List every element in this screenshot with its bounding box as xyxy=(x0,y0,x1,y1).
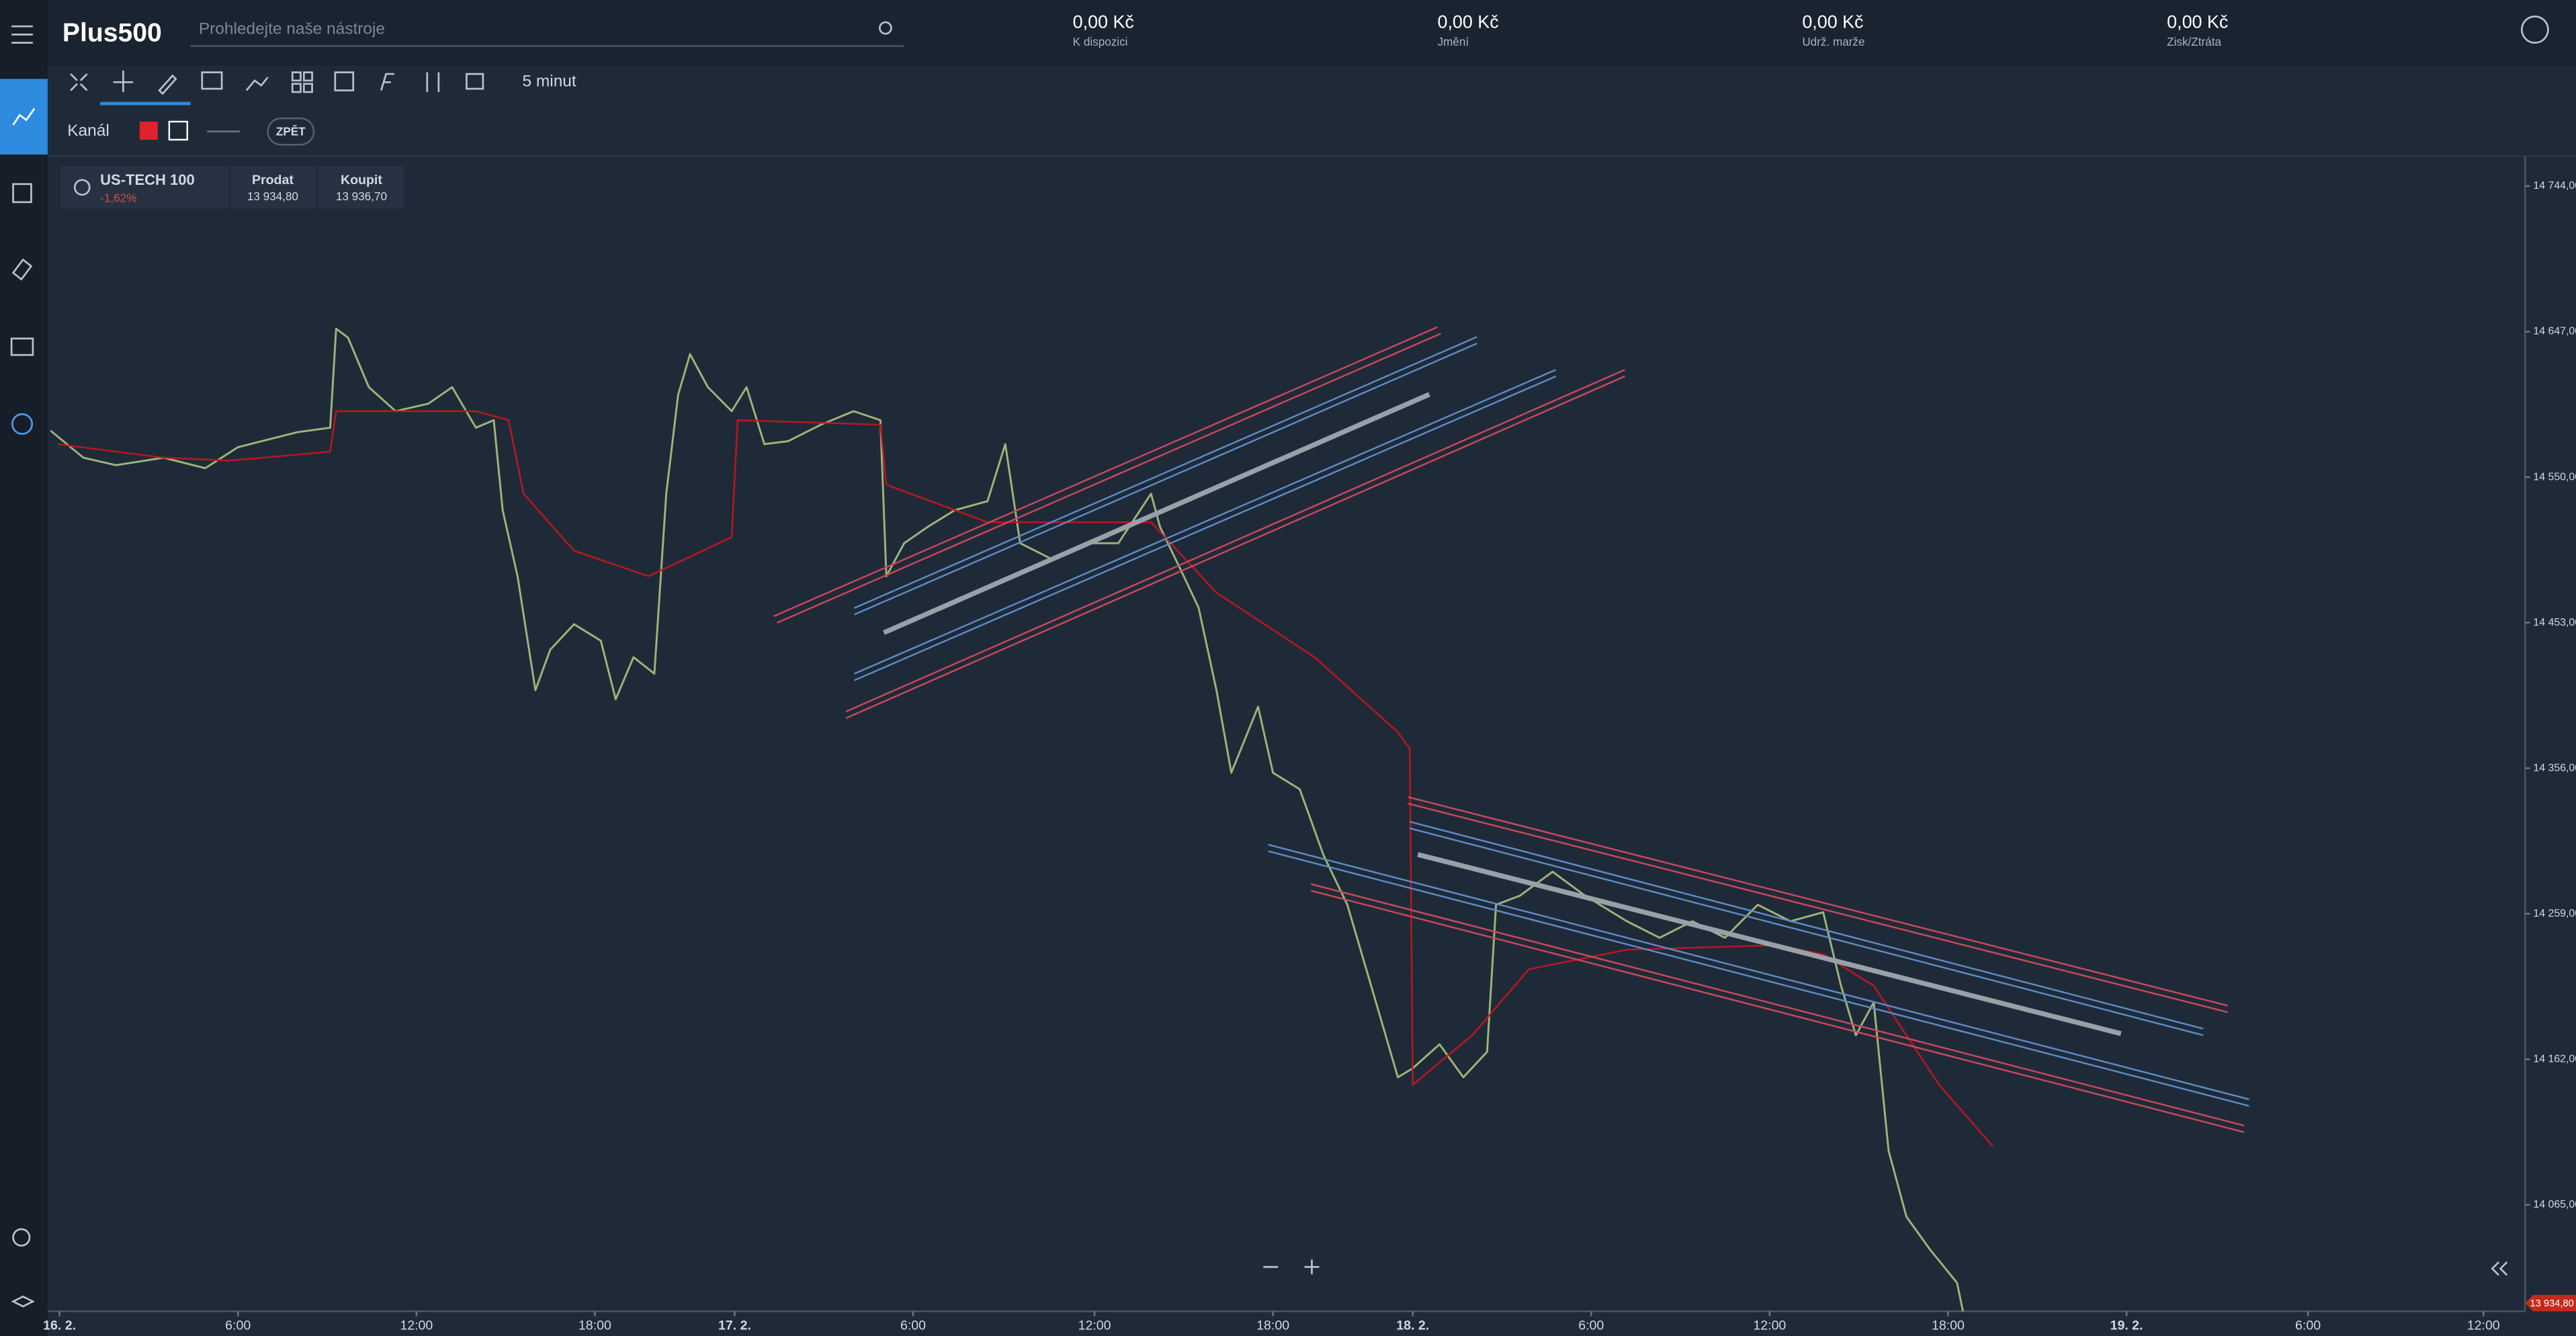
y-tick-label: 14 259,00 xyxy=(2533,908,2576,919)
x-tick-label: 16. 2. xyxy=(43,1318,76,1333)
stat-label: Jmění xyxy=(1438,36,1469,48)
undo-label[interactable]: ZPĚT xyxy=(276,125,306,138)
series-line xyxy=(50,327,1965,1312)
stat-label: K dispozici xyxy=(1073,36,1128,48)
x-tick-label: 12:00 xyxy=(400,1318,433,1333)
stat-value: 0,00 Kč xyxy=(2167,11,2228,32)
y-tick-label: 14 647,00 xyxy=(2533,326,2576,337)
y-tick-label: 14 356,00 xyxy=(2533,762,2576,774)
channel-drawings[interactable] xyxy=(773,326,2249,1133)
x-tick-label: 6:00 xyxy=(2295,1318,2321,1333)
account-icon[interactable] xyxy=(2520,15,2549,44)
drawing-tool-select[interactable]: Kanál xyxy=(67,122,110,140)
top-bar xyxy=(0,0,2576,66)
last-price-label: 13 934,80 xyxy=(2530,1298,2574,1309)
sidebar xyxy=(0,0,48,1336)
zoom-controls[interactable] xyxy=(1263,1259,2508,1276)
search-icon[interactable] xyxy=(879,21,892,35)
x-tick-label: 18:00 xyxy=(1932,1318,1965,1333)
stat-value: 0,00 Kč xyxy=(1073,11,1134,32)
x-tick-label: 6:00 xyxy=(900,1318,926,1333)
x-tick-label: 12:00 xyxy=(1753,1318,1786,1333)
color-swatch[interactable] xyxy=(139,121,158,140)
buy-label[interactable]: Koupit xyxy=(341,173,382,187)
last-price-tag xyxy=(2525,1294,2576,1312)
sidebar-active[interactable] xyxy=(0,79,48,155)
x-tick-label: 12:00 xyxy=(2467,1318,2500,1333)
search-input[interactable]: Prohledejte naše nástroje xyxy=(199,20,385,38)
toolbar-icons[interactable] xyxy=(70,71,484,95)
x-tick-label: 18:00 xyxy=(578,1318,611,1333)
stat-label: Udrž. marže xyxy=(1802,36,1864,48)
y-tick-label: 14 065,00 xyxy=(2533,1199,2576,1210)
y-tick-label: 14 744,00 xyxy=(2533,180,2576,192)
timeframe-select[interactable]: 5 minut xyxy=(523,73,576,91)
y-tick-label: 14 162,00 xyxy=(2533,1053,2576,1064)
undo-button[interactable] xyxy=(267,117,315,146)
x-tick-label: 12:00 xyxy=(1078,1318,1111,1333)
x-tick-label: 18:00 xyxy=(1256,1318,1289,1333)
x-tick-label: 19. 2. xyxy=(2110,1318,2143,1333)
sell-price[interactable]: 13 934,80 xyxy=(247,190,298,203)
buy-price[interactable]: 13 936,70 xyxy=(336,190,387,203)
fill-swatch[interactable] xyxy=(168,120,188,141)
x-tick-label: 17. 2. xyxy=(718,1318,751,1333)
y-tick-label: 14 550,00 xyxy=(2533,471,2576,483)
sell-label[interactable]: Prodat xyxy=(252,173,294,187)
series-line xyxy=(57,410,1993,1147)
x-tick-label: 18. 2. xyxy=(1396,1318,1429,1333)
sidebar-icons[interactable] xyxy=(10,25,36,1308)
instrument-name: US-TECH 100 xyxy=(100,171,195,188)
info-icon[interactable] xyxy=(73,179,91,196)
stat-value: 0,00 Kč xyxy=(1438,11,1499,32)
logo[interactable]: Plus500 xyxy=(62,19,162,48)
stat-label: Zisk/Ztráta xyxy=(2167,36,2221,48)
x-tick-label: 6:00 xyxy=(1578,1318,1604,1333)
instrument-change: -1,62% xyxy=(100,192,136,204)
instrument-panel[interactable] xyxy=(60,166,404,209)
x-tick-label: 6:00 xyxy=(225,1318,251,1333)
y-tick-label: 14 453,00 xyxy=(2533,617,2576,628)
stat-value: 0,00 Kč xyxy=(1802,11,1863,32)
